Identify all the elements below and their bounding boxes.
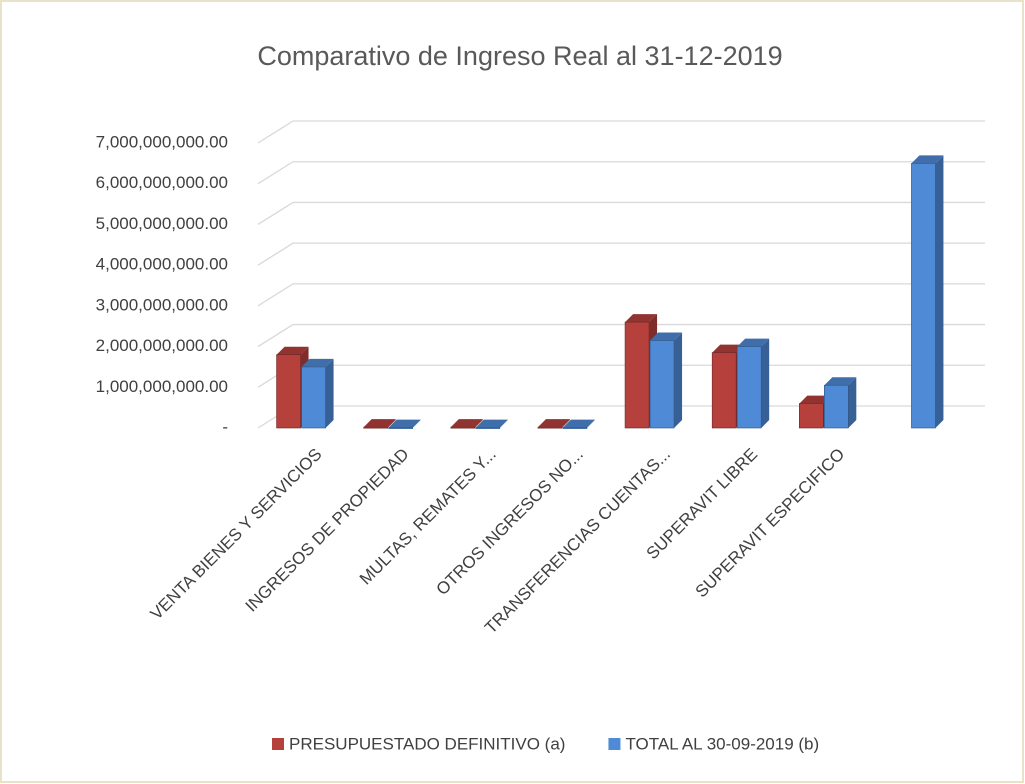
bar-front	[736, 346, 762, 429]
y-tick-label: 4,000,000,000.00	[96, 255, 228, 274]
bar-side	[474, 419, 483, 428]
bar	[363, 419, 396, 429]
bar-top	[562, 419, 595, 428]
bar-side	[325, 358, 334, 428]
bar	[301, 358, 334, 429]
bar-front	[624, 321, 650, 429]
bar-top	[537, 419, 570, 428]
bar-front	[388, 427, 413, 429]
bar-top	[712, 344, 745, 353]
bar	[388, 419, 421, 429]
bar-front	[363, 426, 388, 429]
bar-side	[761, 338, 770, 428]
bar-top	[625, 314, 658, 323]
bar-front	[799, 403, 824, 429]
y-tick-label: 1,000,000,000.00	[96, 377, 228, 396]
grid-line	[257, 283, 985, 307]
bar-side	[387, 419, 396, 428]
chart-title: Comparativo de Ingreso Real al 31-12-201…	[257, 41, 782, 71]
bar-side	[935, 155, 944, 428]
bar-side	[586, 419, 595, 428]
bar	[736, 338, 770, 429]
grid-line	[257, 201, 985, 225]
bar	[450, 419, 483, 429]
bar-side	[848, 377, 857, 428]
bar-front	[911, 163, 936, 429]
bar-top	[799, 395, 832, 404]
legend-label: PRESUPUESTADO DEFINITIVO (a)	[289, 734, 565, 753]
bar	[562, 419, 595, 429]
bar	[711, 344, 745, 429]
y-tick-label: -	[222, 417, 228, 436]
bar-front	[475, 427, 501, 429]
y-tick-label: 7,000,000,000.00	[96, 132, 228, 151]
bar-front	[711, 352, 737, 429]
bar	[537, 419, 570, 429]
grid-line	[257, 120, 985, 144]
bar	[824, 377, 857, 429]
bar-top	[276, 346, 309, 355]
bar-top	[388, 419, 421, 428]
grid-line	[257, 323, 985, 348]
y-tick-label: 6,000,000,000.00	[96, 173, 228, 192]
y-tick-label: 5,000,000,000.00	[96, 214, 228, 233]
bar-front	[301, 366, 326, 429]
bar-top	[450, 419, 483, 428]
bar-front	[276, 354, 301, 429]
bar-side	[561, 419, 570, 428]
bar-front	[649, 340, 675, 429]
bar-top	[363, 419, 396, 428]
bar-front	[537, 426, 563, 429]
bar-top	[301, 358, 334, 367]
bar-top	[911, 155, 944, 164]
legend-swatch	[272, 738, 284, 750]
bar-top	[475, 419, 508, 428]
bar-front	[450, 426, 476, 429]
bar	[911, 155, 944, 429]
grid-line	[257, 242, 985, 266]
legend-label: TOTAL AL 30-09-2019 (b)	[625, 734, 819, 753]
grid-line	[257, 161, 985, 185]
bar-side	[412, 419, 421, 428]
legend-swatch	[608, 738, 621, 750]
bar-side	[499, 419, 508, 428]
y-tick-label: 3,000,000,000.00	[96, 295, 228, 314]
bar	[475, 419, 508, 429]
y-tick-label: 2,000,000,000.00	[96, 336, 228, 355]
bar-top	[824, 377, 857, 386]
bar-front	[562, 427, 588, 429]
bar-side	[674, 332, 683, 428]
bar-top	[737, 338, 770, 347]
bar	[649, 332, 683, 429]
bar-front	[824, 384, 849, 429]
bar-top	[650, 332, 683, 341]
